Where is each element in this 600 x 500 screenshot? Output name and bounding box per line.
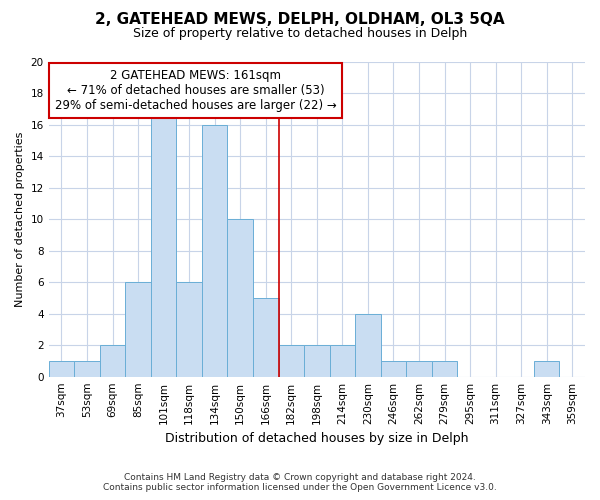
Bar xyxy=(125,282,151,376)
Bar xyxy=(329,345,355,376)
Bar xyxy=(304,345,329,376)
Bar xyxy=(253,298,278,376)
Y-axis label: Number of detached properties: Number of detached properties xyxy=(15,132,25,307)
Text: Size of property relative to detached houses in Delph: Size of property relative to detached ho… xyxy=(133,28,467,40)
Bar xyxy=(49,361,74,376)
Bar xyxy=(406,361,432,376)
Bar xyxy=(176,282,202,376)
Bar xyxy=(227,219,253,376)
Text: 2 GATEHEAD MEWS: 161sqm
← 71% of detached houses are smaller (53)
29% of semi-de: 2 GATEHEAD MEWS: 161sqm ← 71% of detache… xyxy=(55,70,337,112)
Bar xyxy=(432,361,457,376)
Bar xyxy=(534,361,559,376)
Text: 2, GATEHEAD MEWS, DELPH, OLDHAM, OL3 5QA: 2, GATEHEAD MEWS, DELPH, OLDHAM, OL3 5QA xyxy=(95,12,505,28)
Text: Contains HM Land Registry data © Crown copyright and database right 2024.
Contai: Contains HM Land Registry data © Crown c… xyxy=(103,473,497,492)
Bar xyxy=(278,345,304,376)
Bar xyxy=(355,314,380,376)
Bar xyxy=(202,124,227,376)
Bar xyxy=(100,345,125,376)
Bar xyxy=(151,109,176,376)
Bar xyxy=(74,361,100,376)
Bar xyxy=(380,361,406,376)
X-axis label: Distribution of detached houses by size in Delph: Distribution of detached houses by size … xyxy=(165,432,469,445)
